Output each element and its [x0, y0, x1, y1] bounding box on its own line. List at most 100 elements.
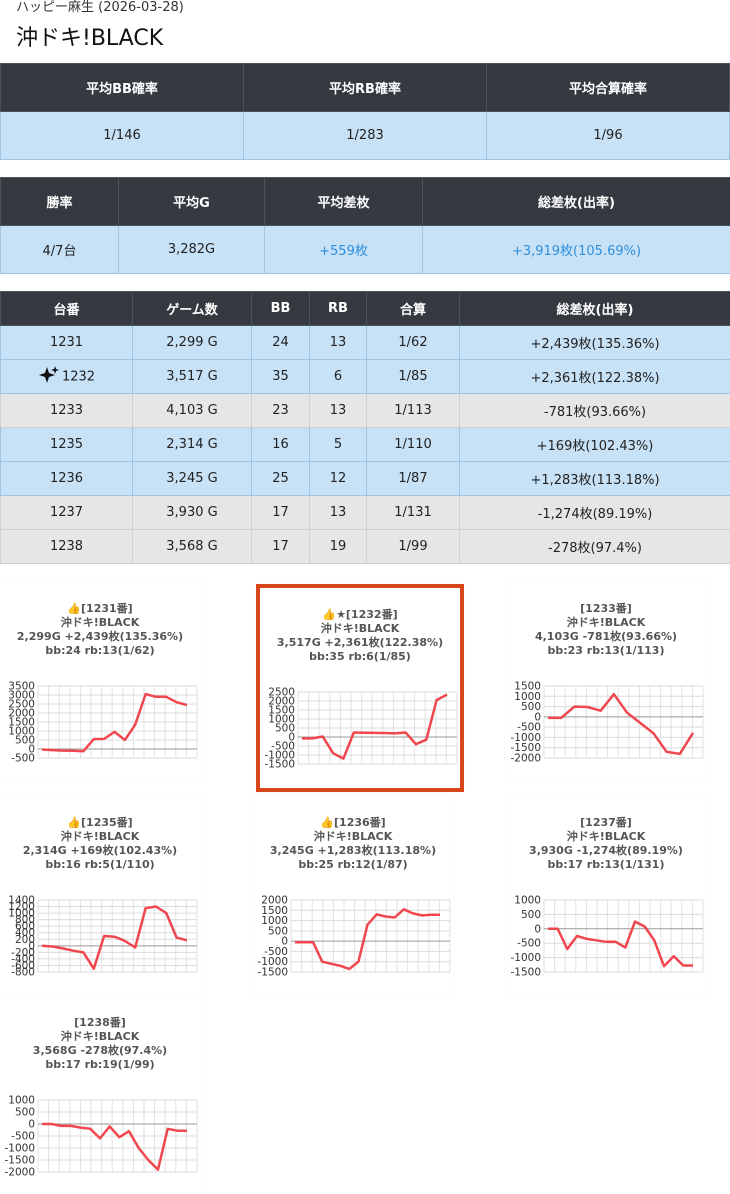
- games-cell: 2,299 G: [132, 325, 252, 360]
- chart-title-line2: 沖ドキ!BLACK: [60, 616, 140, 629]
- machine-no-cell-text: 1236: [49, 471, 84, 486]
- diff-cell-text: +2,439枚(135.36%): [530, 337, 660, 352]
- table-row[interactable]: 1233 4,103 G 23 13 1/113 -781枚(93.66%): [0, 393, 730, 428]
- y-tick-label: -1500: [257, 967, 288, 979]
- bb-cell-text: 35: [272, 369, 289, 384]
- y-tick-label: 500: [275, 723, 295, 735]
- chart-card[interactable]: [1237番] 沖ドキ!BLACK 3,930G -1,274枚(89.19%) bb…: [506, 794, 706, 994]
- table-row[interactable]: 1238 3,568 G 17 19 1/99 -278枚(97.4%): [0, 529, 730, 564]
- diff-cell-text: -278枚(97.4%): [548, 541, 642, 556]
- diff-cell: -1,274枚(89.19%): [459, 495, 730, 530]
- total-cell: 1/87: [366, 461, 460, 496]
- y-tick-label: 2000: [268, 696, 295, 708]
- chart-card[interactable]: 👍★[1232番] 沖ドキ!BLACK 3,517G +2,361枚(122.38%…: [256, 584, 464, 792]
- table-row[interactable]: 1237 3,930 G 17 13 1/131 -1,274枚(89.19%): [0, 495, 730, 530]
- chart-title-line3: 4,103G -781枚(93.66%): [534, 630, 678, 643]
- y-tick-label: 1500: [268, 705, 295, 717]
- bb-cell-text: 16: [272, 437, 289, 452]
- chart-title-line4: bb:23 rb:13(1/113): [547, 644, 665, 657]
- series-line: [302, 693, 448, 760]
- table-header-row: 平均BB確率 平均RB確率 平均合算確率: [0, 63, 730, 112]
- rb-cell: 19: [309, 529, 367, 564]
- games-cell: 3,930 G: [132, 495, 252, 530]
- chart-title-line3: 3,245G +1,283枚(113.18%): [269, 844, 437, 857]
- header-avg-total: 平均合算確率: [486, 63, 730, 112]
- chart-card[interactable]: 👍[1235番] 沖ドキ!BLACK 2,314G +169枚(102.43%) bb…: [0, 794, 200, 994]
- series-line: [295, 908, 441, 971]
- table-row[interactable]: 1232 3,517 G 35 6 1/85 +2,361枚(122.38%): [0, 359, 730, 394]
- avg-bb-value: 1/146: [0, 111, 244, 160]
- table-row[interactable]: 1235 2,314 G 16 5 1/110 +169枚(102.43%): [0, 427, 730, 462]
- machine-no-cell-text: 1235: [49, 437, 84, 452]
- rb-cell-text: 5: [333, 437, 343, 452]
- total-cell: 1/85: [366, 359, 460, 394]
- chart-title-line2: 沖ドキ!BLACK: [60, 830, 140, 843]
- chart-title-line2: 沖ドキ!BLACK: [320, 622, 400, 635]
- diff-cell: -278枚(97.4%): [459, 529, 730, 564]
- machine-no-cell: 1232: [0, 359, 133, 394]
- bb-cell-text: 24: [272, 335, 289, 350]
- machine-no-cell-text: 1238: [49, 539, 84, 554]
- chart-title: [1233番] 沖ドキ!BLACK 4,103G -781枚(93.66%) bb:2…: [506, 602, 706, 658]
- y-tick-label: 0: [534, 711, 541, 723]
- table-row[interactable]: 1231 2,299 G 24 13 1/62 +2,439枚(135.36%): [0, 325, 730, 360]
- y-tick-label: 0: [288, 732, 295, 744]
- page-title: 沖ドキ!BLACK: [16, 26, 164, 51]
- line-chart: 1400120010008006004002000-200-400-600-80…: [8, 895, 198, 979]
- y-tick-label: 500: [15, 1107, 35, 1119]
- chart-card[interactable]: [1233番] 沖ドキ!BLACK 4,103G -781枚(93.66%) bb:2…: [506, 580, 706, 780]
- machine-no-cell-text: 1233: [49, 403, 84, 418]
- chart-title-line4: bb:16 rb:5(1/110): [45, 858, 155, 871]
- y-tick-label: 0: [28, 940, 35, 952]
- header-avg-games: 平均G: [118, 177, 265, 226]
- avg-games-value: 3,282G: [118, 225, 265, 274]
- table-row[interactable]: 1236 3,245 G 25 12 1/87 +1,283枚(113.18%): [0, 461, 730, 496]
- y-tick-label: 0: [28, 744, 35, 756]
- chart-title: 👍[1235番] 沖ドキ!BLACK 2,314G +169枚(102.43%) bb…: [0, 816, 200, 872]
- y-tick-label: 3000: [8, 690, 35, 702]
- chart-title: 👍★[1232番] 沖ドキ!BLACK 3,517G +2,361枚(122.38%…: [260, 608, 460, 664]
- chart-title-line2: 沖ドキ!BLACK: [313, 830, 393, 843]
- games-cell: 4,103 G: [132, 393, 252, 428]
- y-tick-label: 1500: [261, 905, 288, 917]
- y-tick-label: 400: [15, 927, 35, 939]
- series-line: [41, 692, 188, 753]
- y-tick-label: 2500: [268, 687, 295, 699]
- total-cell-text: 1/110: [394, 437, 432, 452]
- chart-title-line3: 2,299G +2,439枚(135.36%): [16, 630, 184, 643]
- header-total-diff: 総差枚(出率): [422, 177, 730, 226]
- chart-card[interactable]: 👍[1236番] 沖ドキ!BLACK 3,245G +1,283枚(113.18%)…: [253, 794, 453, 994]
- y-tick-label: -2000: [510, 753, 541, 765]
- total-diff-value: +3,919枚(105.69%): [422, 225, 730, 274]
- y-tick-label: 500: [15, 735, 35, 747]
- total-cell: 1/113: [366, 393, 460, 428]
- games-cell-text: 4,103 G: [166, 403, 218, 418]
- chart-card[interactable]: 👍[1231番] 沖ドキ!BLACK 2,299G +2,439枚(135.36%)…: [0, 580, 200, 780]
- chart-card[interactable]: [1238番] 沖ドキ!BLACK 3,568G -278枚(97.4%) bb:17…: [0, 994, 200, 1194]
- y-tick-label: -2000: [4, 1167, 35, 1179]
- bb-cell: 16: [251, 427, 310, 462]
- games-cell-text: 3,568 G: [166, 539, 218, 554]
- y-tick-label: -500: [517, 938, 541, 950]
- games-cell-text: 3,930 G: [166, 505, 218, 520]
- header-avg-bb: 平均BB確率: [0, 63, 244, 112]
- avg-diff-value: +559枚: [264, 225, 423, 274]
- machine-table: 台番 ゲーム数 BB RB 合算 総差枚(出率) 1231 2,299 G 24 13…: [0, 291, 730, 564]
- diff-cell: +1,283枚(113.18%): [459, 461, 730, 496]
- machine-no-cell: 1235: [0, 427, 133, 462]
- bb-cell-text: 25: [272, 471, 289, 486]
- series-line: [548, 692, 695, 756]
- games-cell: 3,245 G: [132, 461, 252, 496]
- sparkle-icon: [38, 365, 60, 389]
- chart-title-line1: [1233番]: [580, 602, 632, 615]
- chart-title-line3: 3,517G +2,361枚(122.38%): [276, 636, 444, 649]
- total-cell: 1/131: [366, 495, 460, 530]
- total-cell: 1/99: [366, 529, 460, 564]
- machine-no-cell: 1238: [0, 529, 133, 564]
- header-win-rate: 勝率: [0, 177, 119, 226]
- y-tick-label: -1000: [4, 1143, 35, 1155]
